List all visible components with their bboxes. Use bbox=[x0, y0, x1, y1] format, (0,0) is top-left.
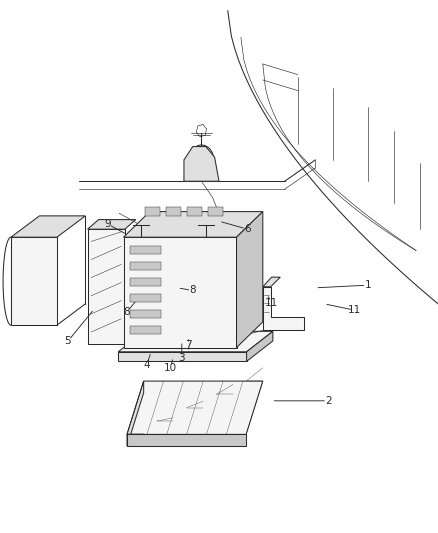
Text: 8: 8 bbox=[189, 286, 196, 295]
Text: 4: 4 bbox=[143, 360, 150, 370]
Polygon shape bbox=[263, 287, 304, 330]
Polygon shape bbox=[118, 352, 247, 361]
Polygon shape bbox=[145, 207, 160, 216]
Circle shape bbox=[102, 235, 110, 245]
Polygon shape bbox=[130, 294, 161, 302]
Polygon shape bbox=[166, 207, 181, 216]
Polygon shape bbox=[130, 246, 161, 254]
Polygon shape bbox=[11, 216, 85, 237]
Polygon shape bbox=[130, 262, 161, 270]
Ellipse shape bbox=[25, 304, 44, 320]
Polygon shape bbox=[184, 147, 219, 181]
Text: 2: 2 bbox=[325, 396, 332, 406]
Circle shape bbox=[102, 251, 110, 261]
Polygon shape bbox=[247, 332, 273, 361]
Polygon shape bbox=[118, 332, 273, 352]
Polygon shape bbox=[127, 381, 144, 446]
Polygon shape bbox=[88, 229, 125, 344]
Ellipse shape bbox=[25, 254, 44, 270]
Polygon shape bbox=[263, 277, 280, 287]
Polygon shape bbox=[127, 381, 263, 434]
Circle shape bbox=[293, 319, 301, 329]
Text: 3: 3 bbox=[178, 353, 185, 363]
Circle shape bbox=[201, 227, 210, 237]
Text: 7: 7 bbox=[185, 341, 192, 350]
Polygon shape bbox=[127, 434, 246, 446]
Polygon shape bbox=[208, 207, 223, 216]
Text: 11: 11 bbox=[265, 298, 278, 308]
Polygon shape bbox=[237, 212, 263, 348]
Circle shape bbox=[102, 274, 110, 285]
Polygon shape bbox=[130, 326, 161, 334]
Polygon shape bbox=[130, 278, 161, 286]
Ellipse shape bbox=[25, 279, 44, 295]
Circle shape bbox=[196, 154, 207, 166]
Text: 5: 5 bbox=[64, 336, 71, 346]
Circle shape bbox=[102, 320, 110, 330]
Text: 11: 11 bbox=[348, 305, 361, 315]
Polygon shape bbox=[11, 237, 57, 325]
Polygon shape bbox=[130, 310, 161, 318]
Circle shape bbox=[189, 145, 214, 175]
Text: 6: 6 bbox=[244, 224, 251, 234]
Text: 10: 10 bbox=[164, 363, 177, 373]
Circle shape bbox=[137, 227, 145, 237]
Polygon shape bbox=[124, 237, 237, 348]
Text: 8: 8 bbox=[124, 307, 131, 317]
Polygon shape bbox=[187, 207, 202, 216]
Text: 1: 1 bbox=[364, 280, 371, 290]
Polygon shape bbox=[88, 220, 136, 229]
Circle shape bbox=[102, 298, 110, 309]
Polygon shape bbox=[124, 212, 263, 237]
Text: 9: 9 bbox=[104, 219, 111, 229]
